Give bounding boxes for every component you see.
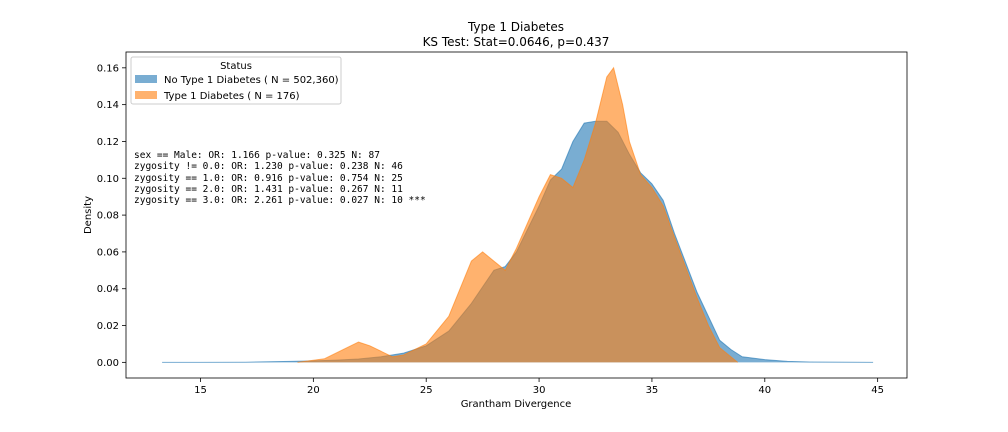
y-tick-label: 0.10 xyxy=(97,174,119,185)
x-tick-label: 35 xyxy=(646,385,659,396)
y-axis-label: Density xyxy=(83,196,94,234)
series-layer xyxy=(162,66,874,363)
annotation-line: zygosity != 0.0: OR: 1.230 p-value: 0.23… xyxy=(134,161,403,172)
x-tick-label: 40 xyxy=(758,385,771,396)
x-tick-label: 30 xyxy=(533,385,546,396)
legend-label-t1d: Type 1 Diabetes ( N = 176) xyxy=(163,91,300,102)
stats-annotation: sex == Male: OR: 1.166 p-value: 0.325 N:… xyxy=(134,150,426,206)
x-tick-label: 45 xyxy=(871,385,884,396)
y-tick-label: 0.06 xyxy=(97,247,119,258)
legend-swatch-no-t1d xyxy=(135,75,157,83)
y-tick-label: 0.12 xyxy=(97,137,119,148)
legend: Status No Type 1 Diabetes ( N = 502,360)… xyxy=(130,56,342,105)
annotation-line: sex == Male: OR: 1.166 p-value: 0.325 N:… xyxy=(134,150,380,161)
x-tick-label: 25 xyxy=(420,385,433,396)
y-tick-label: 0.04 xyxy=(97,284,119,295)
y-axis-ticks: 0.00 0.02 0.04 0.06 0.08 0.10 0.12 0.14 0.16 xyxy=(97,63,126,369)
annotation-line: zygosity == 1.0: OR: 0.916 p-value: 0.75… xyxy=(134,173,403,184)
x-axis-ticks: 15 20 25 30 35 40 45 xyxy=(194,378,884,396)
x-tick-label: 20 xyxy=(307,385,320,396)
legend-label-no-t1d: No Type 1 Diabetes ( N = 502,360) xyxy=(164,75,339,86)
y-tick-label: 0.16 xyxy=(97,63,119,74)
series-area-1 xyxy=(297,67,738,363)
y-tick-label: 0.00 xyxy=(97,358,119,369)
annotation-line: zygosity == 3.0: OR: 2.261 p-value: 0.02… xyxy=(134,195,426,206)
y-tick-label: 0.14 xyxy=(97,100,119,111)
legend-swatch-t1d xyxy=(135,91,157,99)
x-axis-label: Grantham Divergence xyxy=(461,399,572,410)
x-tick-label: 15 xyxy=(194,385,207,396)
series-line-1 xyxy=(297,66,739,363)
chart-title: Type 1 Diabetes xyxy=(467,20,564,34)
legend-box xyxy=(130,56,342,105)
y-tick-label: 0.02 xyxy=(97,321,119,332)
annotation-line: zygosity == 2.0: OR: 1.431 p-value: 0.26… xyxy=(134,184,403,195)
y-tick-label: 0.08 xyxy=(97,211,119,222)
chart-subtitle: KS Test: Stat=0.0646, p=0.437 xyxy=(423,35,610,49)
legend-title: Status xyxy=(220,61,252,72)
